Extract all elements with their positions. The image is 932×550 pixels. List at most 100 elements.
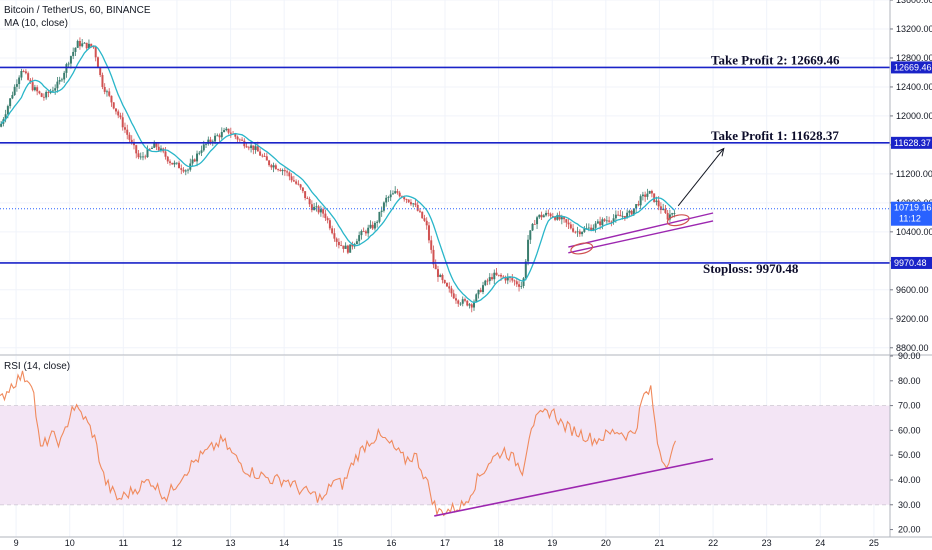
candle-body (569, 224, 572, 229)
candle-body (608, 220, 611, 222)
candle-body (502, 276, 505, 278)
candle-body (180, 168, 183, 170)
candle-body (105, 91, 108, 93)
candle-body (83, 42, 86, 44)
candle-body (173, 162, 176, 165)
candle-body (193, 159, 196, 162)
candle-body (488, 277, 491, 282)
candle-body (157, 146, 160, 151)
candle-body (153, 143, 156, 148)
candle-body (563, 217, 566, 220)
candle-body (632, 208, 635, 215)
rsi-tick-label: 30.00 (898, 500, 921, 510)
candle-body (245, 146, 248, 148)
candle-body (529, 230, 532, 240)
candle-body (337, 241, 340, 246)
candle-body (277, 169, 280, 170)
candle-body (196, 153, 199, 162)
candle-body (333, 233, 336, 239)
level-price-tag (891, 256, 932, 269)
time-tick-label: 11 (119, 538, 128, 548)
candle-body (191, 159, 194, 164)
candle-body (123, 127, 126, 130)
candle-body (484, 280, 487, 286)
candle-body (0, 123, 3, 127)
candle-body (56, 81, 59, 89)
price-grid (0, 0, 890, 355)
candle-body (72, 51, 75, 57)
candle-body (583, 228, 586, 232)
candle-body (236, 136, 239, 140)
candle-body (103, 86, 106, 92)
time-tick-label: 16 (386, 538, 396, 548)
candle-body (308, 198, 311, 205)
candle-body (292, 180, 295, 182)
price-tick-label: 10400.00 (896, 227, 932, 237)
current-price-label: 10719.16 (894, 203, 932, 213)
candle-body (590, 227, 593, 231)
rsi-line (0, 370, 677, 517)
candle-body (101, 75, 104, 87)
candle-body (304, 191, 307, 199)
time-tick-label: 12 (172, 538, 182, 548)
candle-body (364, 231, 367, 234)
candle-body (94, 47, 97, 58)
candle-body (587, 227, 590, 229)
candle-body (283, 170, 286, 172)
candle-body (560, 217, 563, 220)
candle-body (443, 280, 446, 283)
candle-body (96, 57, 99, 69)
candle-body (252, 145, 255, 150)
candle-body (4, 114, 7, 120)
time-tick-label: 18 (494, 538, 504, 548)
candle-body (650, 190, 653, 194)
candle-body (6, 106, 9, 115)
time-tick-label: 24 (815, 538, 825, 548)
candle-body (306, 198, 309, 199)
candle-body (511, 278, 514, 281)
candle-body (533, 223, 536, 225)
candle-body (144, 156, 147, 158)
price-tick-label: 12800.00 (896, 53, 932, 63)
candle-body (504, 277, 507, 281)
candle-body (259, 151, 262, 156)
candle-body (24, 71, 27, 74)
candle-body (360, 231, 363, 236)
candle-body (594, 223, 597, 228)
candle-body (355, 241, 358, 245)
candle-body (513, 280, 516, 282)
candle-body (628, 210, 631, 213)
current-price-tag (891, 201, 932, 226)
candle-body (405, 199, 408, 200)
candle-body (466, 300, 469, 306)
candle-body (389, 194, 392, 198)
candle-body (639, 196, 642, 206)
candle-body (202, 144, 205, 151)
level-price-tag (891, 61, 932, 74)
axes (0, 0, 932, 538)
candle-body (540, 214, 543, 218)
candle-body (90, 43, 93, 47)
candle-body (67, 63, 70, 65)
candle-body (421, 211, 424, 219)
candle-body (436, 269, 439, 277)
candle-body (108, 91, 111, 96)
level-annotation: Take Profit 2: 12669.46 (711, 52, 840, 67)
candle-body (671, 213, 674, 215)
level-annotation: Stoploss: 9970.48 (703, 261, 799, 276)
rsi-tick-label: 80.00 (898, 376, 921, 386)
candle-body (110, 95, 113, 103)
rsi-tick-label: 60.00 (898, 425, 921, 435)
candle-body (545, 212, 548, 216)
candle-body (69, 56, 72, 64)
candle-body (398, 192, 401, 197)
candle-body (425, 220, 428, 226)
candle-body (610, 221, 613, 223)
candle-body (87, 43, 90, 49)
candle-body (648, 190, 651, 194)
candle-body (662, 208, 665, 210)
candle-body (175, 162, 178, 164)
candle-body (387, 197, 390, 199)
candle-body (414, 203, 417, 205)
candle-body (207, 139, 210, 144)
